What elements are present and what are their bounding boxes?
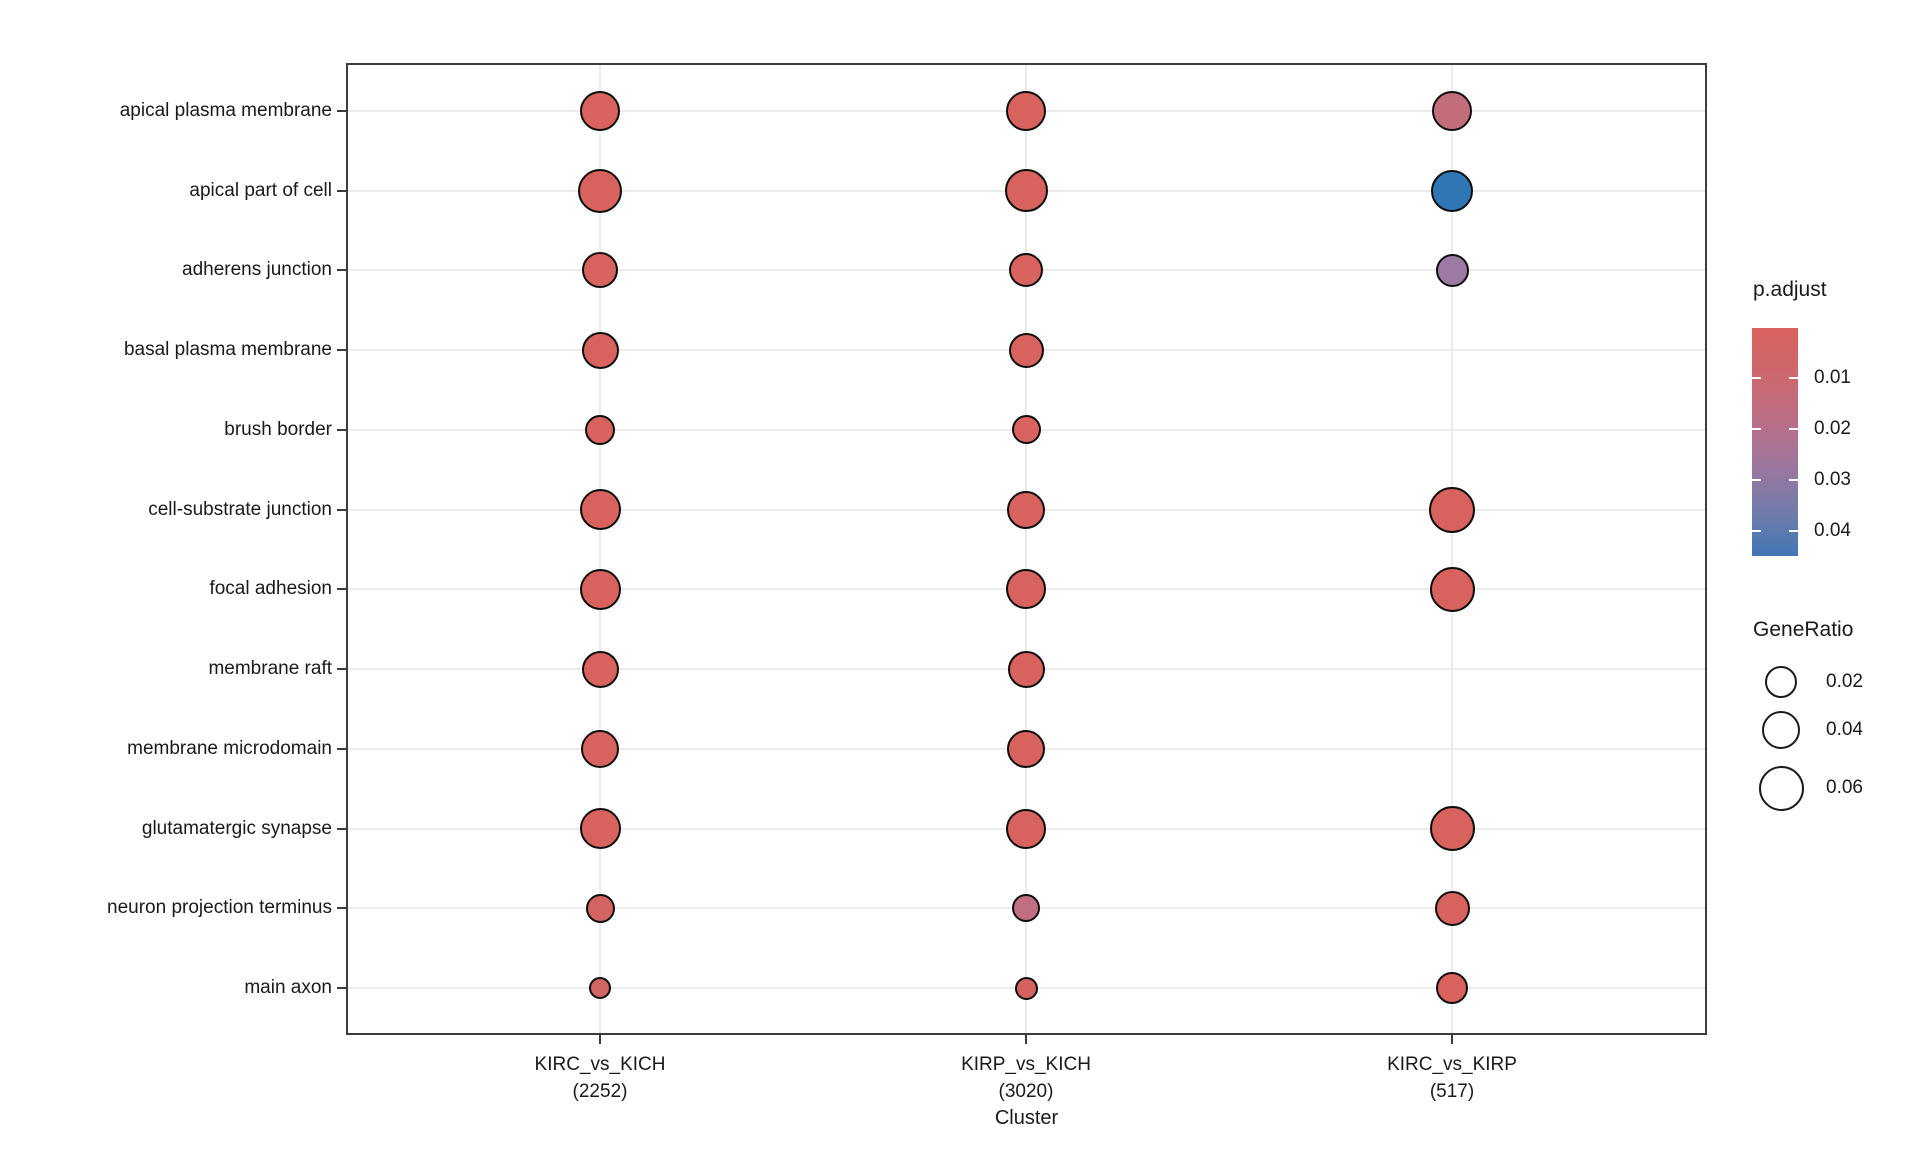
dot-point: [1435, 253, 1469, 287]
colorbar-tick-value: 0.04: [1814, 520, 1851, 541]
dot-point: [1432, 91, 1472, 131]
dot-point: [579, 808, 621, 850]
y-axis-label: main axon: [244, 977, 332, 999]
y-axis-label: brush border: [224, 418, 332, 440]
colorbar-tick-right: [1789, 530, 1798, 532]
gridline-vertical: [1025, 65, 1027, 1033]
y-axis-tick: [337, 269, 346, 272]
y-axis-label: neuron projection terminus: [107, 897, 332, 919]
colorbar-tick-right: [1789, 479, 1798, 481]
colorbar-tick-value: 0.02: [1814, 418, 1851, 439]
y-axis-label: adherens junction: [182, 259, 332, 281]
y-axis-label: focal adhesion: [209, 578, 332, 600]
x-axis-label: KIRC_vs_KIRP (517): [1387, 1054, 1517, 1102]
y-axis-tick: [337, 907, 346, 910]
dot-point: [581, 729, 619, 768]
dot-point: [1008, 332, 1044, 368]
dot-point: [1014, 976, 1038, 1000]
dot-point: [581, 331, 619, 369]
y-axis-tick: [337, 987, 346, 990]
dot-point: [585, 414, 615, 445]
colorbar-tick-right: [1789, 428, 1798, 430]
dot-point: [579, 489, 621, 531]
size-legend-title: GeneRatio: [1753, 618, 1854, 641]
y-axis-tick: [337, 668, 346, 671]
dot-point: [1006, 91, 1046, 131]
dot-point: [1436, 972, 1468, 1005]
y-axis-label: basal plasma membrane: [123, 339, 332, 361]
dot-point: [1006, 808, 1046, 849]
y-axis-label: apical part of cell: [189, 179, 332, 201]
y-axis-tick: [337, 747, 346, 750]
y-axis-tick: [337, 827, 346, 830]
size-legend-value: 0.06: [1826, 777, 1863, 798]
dot-point: [1007, 729, 1045, 768]
colorbar-tick-left: [1752, 428, 1761, 430]
dot-point: [1011, 415, 1041, 445]
y-axis-label: apical plasma membrane: [119, 100, 332, 121]
dot-point: [1431, 169, 1473, 212]
dot-point: [1434, 890, 1470, 926]
y-axis-tick: [337, 428, 346, 431]
dot-point: [1012, 894, 1040, 923]
color-legend-title: p.adjust: [1753, 278, 1827, 301]
dot-point: [580, 91, 620, 131]
x-axis-tick: [1451, 1035, 1453, 1044]
gridline-vertical: [599, 65, 601, 1033]
dot-point: [1004, 169, 1048, 213]
y-axis-tick: [337, 588, 346, 591]
x-axis-title: Cluster: [994, 1107, 1059, 1129]
x-axis-tick: [599, 1035, 601, 1044]
y-axis-label: membrane raft: [208, 658, 332, 680]
y-axis-label: glutamatergic synapse: [141, 817, 332, 839]
dot-point: [579, 568, 621, 610]
p-adjust-colorbar: [1752, 328, 1798, 556]
dot-point: [1007, 650, 1045, 688]
colorbar-tick-left: [1752, 479, 1761, 481]
y-axis-tick: [337, 189, 346, 192]
dot-point: [1006, 569, 1046, 610]
y-axis-label: cell-substrate junction: [148, 498, 332, 520]
gridline-vertical: [1451, 65, 1453, 1033]
y-axis-tick: [337, 110, 346, 112]
y-axis-tick: [337, 349, 346, 352]
x-axis-label: KIRP_vs_KICH (3020): [961, 1054, 1091, 1102]
y-axis-tick: [337, 508, 346, 511]
size-legend-value: 0.02: [1826, 671, 1863, 692]
dot-point: [582, 252, 618, 289]
x-axis-label: KIRC_vs_KICH (2252): [534, 1054, 666, 1102]
colorbar-tick-value: 0.03: [1814, 469, 1851, 490]
dot-point: [1007, 490, 1045, 529]
colorbar-tick-left: [1752, 530, 1761, 532]
y-axis-label: membrane microdomain: [127, 737, 332, 759]
size-legend-circle: [1765, 666, 1797, 698]
size-legend-value: 0.04: [1826, 719, 1863, 740]
x-axis-tick: [1025, 1035, 1027, 1044]
colorbar-tick-left: [1752, 377, 1761, 379]
colorbar-tick-right: [1789, 377, 1798, 379]
colorbar-tick-value: 0.01: [1814, 367, 1851, 388]
dot-point: [585, 893, 615, 923]
dot-point: [1429, 566, 1475, 612]
dot-point: [1429, 486, 1475, 533]
dot-point: [1429, 806, 1475, 852]
dot-point: [581, 650, 619, 688]
size-legend-circle: [1758, 765, 1804, 811]
size-legend-circle: [1762, 711, 1800, 749]
dot-point: [589, 977, 611, 1000]
dot-point: [1009, 253, 1043, 288]
dot-point: [578, 168, 622, 213]
